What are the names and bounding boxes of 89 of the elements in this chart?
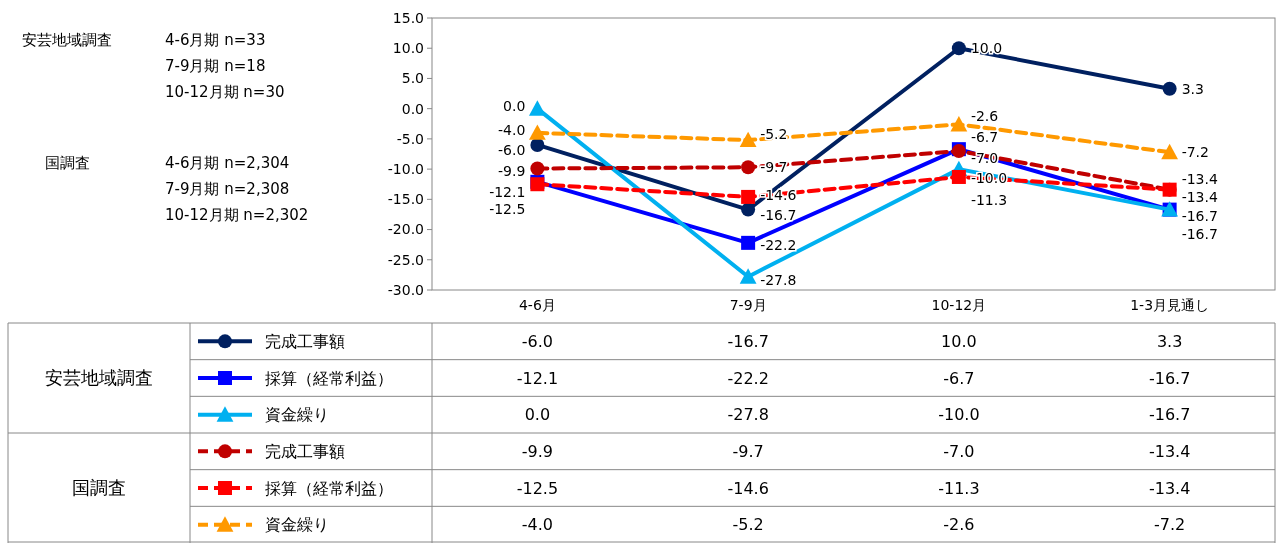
text: -7.2: [1181, 144, 1209, 161]
data-label: -12.1: [516, 368, 559, 388]
point: [950, 115, 968, 132]
x-tick-label: 4-6月: [518, 297, 556, 313]
text: 国調査: [45, 154, 90, 172]
data-label: -16.7: [1148, 368, 1191, 388]
data-label: -13.4: [1148, 441, 1191, 461]
text: -12.1: [489, 183, 526, 200]
text: 10.0: [970, 40, 1003, 57]
text: -13.4: [1181, 188, 1218, 205]
point: [528, 100, 546, 116]
legend-label: 完成工事額: [265, 441, 345, 461]
point: [530, 161, 545, 176]
y-tick-label: -15.0: [387, 191, 424, 208]
x-tick-label: 10-12月: [931, 297, 987, 313]
data-label: -27.8: [727, 405, 769, 425]
data-label: -9.9: [521, 441, 553, 461]
x-tick-label: 7-9月: [729, 297, 767, 313]
text: 7-9月期 n=2,308: [165, 180, 290, 198]
text: 10-12月期 n=30: [165, 83, 285, 101]
point: [741, 160, 756, 175]
x-tick-label: 1-3月見通し: [1130, 297, 1210, 313]
data-label: -4.0: [521, 515, 553, 535]
data-label: -6.0: [521, 331, 553, 351]
data-label: -14.6: [727, 478, 769, 498]
legend-label: 採算（経常利益）: [265, 478, 393, 498]
text: 10-12月期 n=2,302: [165, 206, 309, 224]
y-tick-label: 5.0: [401, 70, 424, 87]
point: [741, 202, 756, 217]
text: 3.3: [1181, 80, 1204, 97]
y-tick-label: -25.0: [387, 251, 424, 268]
data-label: -10.0: [938, 405, 980, 425]
point: [739, 131, 757, 148]
data-label: -9.7: [732, 441, 764, 461]
text: 4-6月期 n=2,304: [165, 154, 290, 172]
text: 国調査: [72, 477, 126, 499]
text: -16.7: [1181, 207, 1218, 224]
point: [739, 268, 757, 284]
text: 安芸地域調査: [45, 367, 153, 389]
data-label: -11.3: [938, 478, 980, 498]
data-label: 10.0: [941, 331, 977, 351]
y-tick-label: -30.0: [387, 281, 424, 298]
data-label: -16.7: [727, 331, 769, 351]
point: [741, 235, 756, 250]
y-tick-label: 0.0: [401, 100, 424, 117]
text: -4.0: [498, 121, 526, 138]
data-label: -16.7: [1148, 405, 1191, 425]
text: -16.7: [760, 206, 797, 223]
y-tick-label: -20.0: [387, 221, 424, 238]
data-label: -6.7: [943, 368, 975, 388]
text: -27.8: [760, 271, 797, 288]
text: 0.0: [503, 97, 526, 114]
text: -12.5: [489, 201, 526, 218]
text: 4-6月期 n=33: [165, 31, 266, 49]
data-label: -12.5: [516, 478, 559, 498]
text: -10.0: [970, 170, 1008, 187]
data-label: 0.0: [524, 405, 551, 425]
text: -2.6: [970, 108, 999, 125]
point: [1162, 81, 1177, 96]
data-label: 3.3: [1156, 331, 1183, 351]
text: -6.7: [970, 129, 999, 146]
y-tick-label: -5.0: [396, 130, 424, 147]
text: -22.2: [760, 236, 797, 253]
text: -11.3: [970, 191, 1008, 208]
data-label: -22.2: [727, 368, 769, 388]
legend-label: 資金繰り: [265, 405, 329, 425]
data-label: -2.6: [943, 515, 975, 535]
text: -9.9: [498, 163, 526, 180]
text: -13.4: [1181, 170, 1218, 187]
point: [528, 124, 546, 140]
data-label: -7.0: [943, 441, 975, 461]
point: [951, 169, 966, 184]
legend-label: 資金繰り: [265, 515, 329, 535]
text: -16.7: [1181, 225, 1218, 242]
data-label: -5.2: [732, 515, 764, 535]
point: [1161, 143, 1179, 160]
legend-label: 採算（経常利益）: [265, 368, 393, 388]
y-tick-label: -10.0: [387, 161, 424, 178]
y-tick-label: 10.0: [392, 40, 424, 57]
data-label: -13.4: [1148, 478, 1191, 498]
data-label: -7.2: [1154, 515, 1186, 535]
point: [951, 41, 966, 56]
text: 安芸地域調査: [22, 31, 112, 49]
point: [530, 137, 545, 152]
text: 7-9月期 n=18: [165, 57, 266, 75]
text: -6.0: [498, 141, 526, 158]
legend-label: 完成工事額: [265, 331, 345, 351]
y-tick-label: 15.0: [392, 9, 424, 26]
point: [741, 189, 756, 204]
